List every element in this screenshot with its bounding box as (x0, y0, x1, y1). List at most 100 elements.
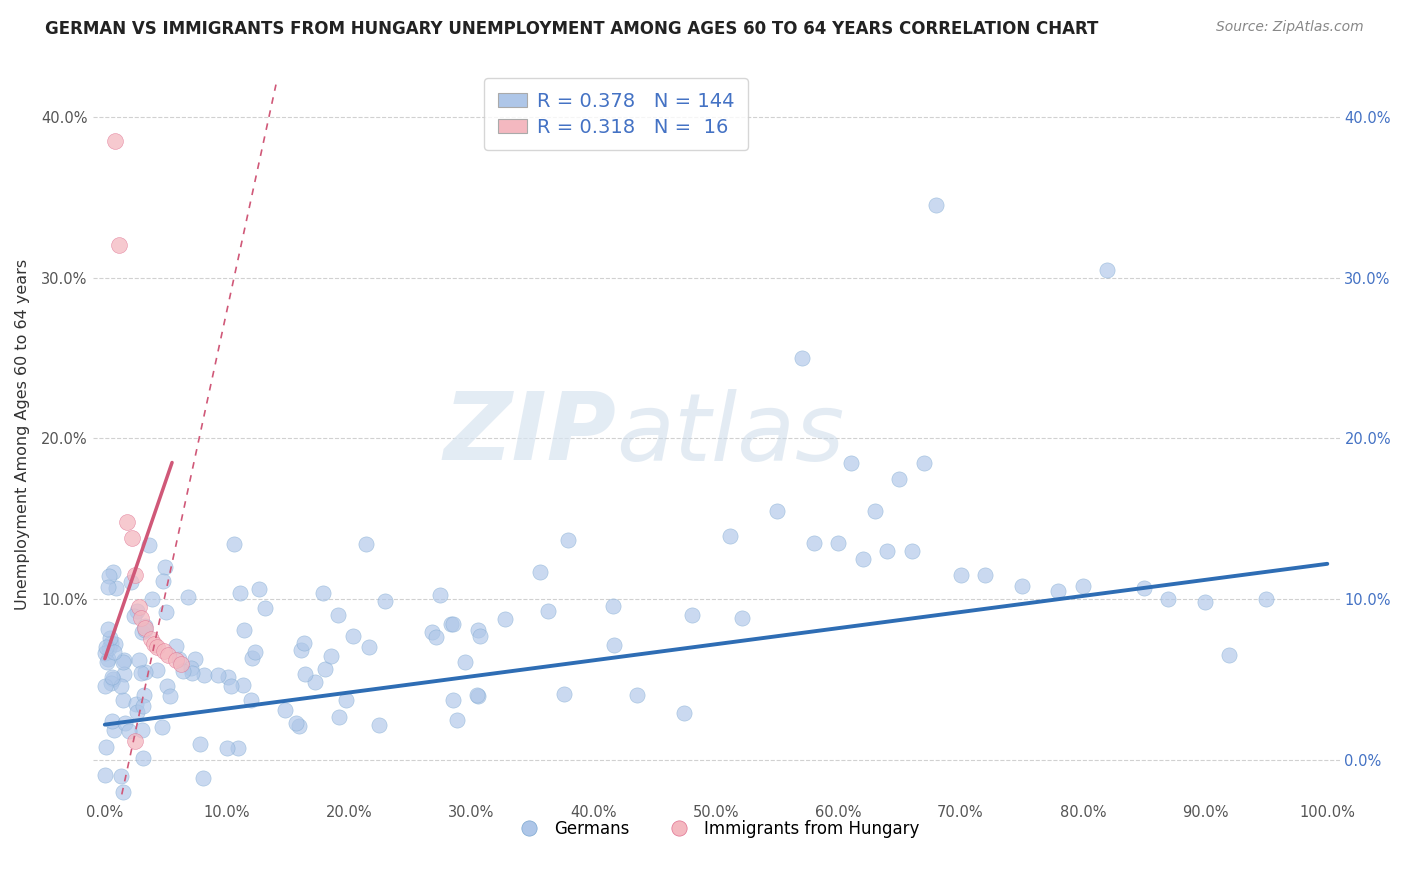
Point (103, 645, 125, 659)
Point (97, 640, 120, 655)
Point (125, 697, 148, 711)
Point (1157, 592, 1180, 607)
Point (232, 678, 254, 692)
Point (1011, 579, 1033, 593)
Point (529, 566, 551, 580)
Point (240, 693, 263, 707)
Point (124, 733, 146, 747)
Point (207, 668, 229, 682)
Point (889, 472, 911, 486)
Point (131, 611, 153, 625)
Point (288, 719, 311, 733)
Point (134, 688, 156, 702)
Point (134, 621, 156, 635)
Point (153, 560, 176, 574)
Point (274, 703, 297, 717)
Point (232, 623, 254, 637)
Point (124, 568, 146, 582)
Point (367, 718, 389, 732)
Point (440, 617, 463, 632)
Point (1071, 579, 1094, 593)
Point (294, 667, 316, 681)
Point (284, 716, 307, 731)
Point (101, 566, 124, 580)
Point (180, 661, 202, 675)
Point (114, 716, 136, 731)
Point (100, 636, 122, 650)
Point (134, 618, 156, 632)
Point (115, 515, 138, 529)
Point (110, 769, 132, 783)
Point (900, 544, 922, 558)
Point (134, 665, 156, 679)
Point (425, 631, 447, 645)
Point (247, 582, 270, 596)
Point (125, 705, 148, 719)
Point (912, 455, 935, 469)
Point (94, 739, 117, 754)
Point (152, 643, 174, 657)
Point (342, 629, 364, 643)
Point (949, 568, 972, 582)
Point (766, 504, 789, 518)
Point (292, 635, 315, 649)
Point (467, 623, 489, 637)
Point (290, 643, 312, 657)
Point (321, 648, 343, 663)
Point (127, 604, 149, 618)
Point (112, 667, 135, 681)
Point (245, 645, 267, 659)
Point (443, 693, 465, 707)
Point (146, 663, 169, 677)
Point (863, 504, 886, 518)
Point (97, 622, 120, 636)
Point (141, 632, 163, 647)
Point (131, 624, 153, 639)
Point (359, 640, 381, 655)
Point (839, 455, 862, 469)
Point (326, 608, 349, 623)
Point (827, 536, 849, 550)
Point (101, 670, 124, 684)
Point (94, 679, 117, 693)
Point (128, 600, 150, 615)
Point (103, 723, 125, 738)
Point (626, 689, 648, 703)
Point (94, 640, 117, 655)
Point (112, 653, 135, 667)
Point (111, 785, 134, 799)
Point (142, 637, 165, 651)
Point (188, 737, 211, 751)
Point (96, 655, 118, 669)
Point (131, 723, 153, 737)
Point (974, 568, 997, 582)
Point (453, 655, 475, 669)
Point (1047, 584, 1070, 599)
Point (602, 599, 624, 613)
Point (229, 585, 252, 599)
Point (240, 651, 263, 665)
Point (253, 601, 276, 615)
Point (557, 533, 579, 548)
Point (184, 652, 207, 666)
Point (97, 652, 120, 666)
Point (141, 591, 163, 606)
Point (159, 690, 181, 704)
Text: ZIP: ZIP (443, 388, 616, 481)
Text: Source: ZipAtlas.com: Source: ZipAtlas.com (1216, 20, 1364, 34)
Y-axis label: Unemployment Among Ages 60 to 64 years: Unemployment Among Ages 60 to 64 years (15, 259, 30, 610)
Point (120, 574, 142, 589)
Point (105, 581, 128, 595)
Point (152, 574, 174, 588)
Point (1256, 592, 1278, 607)
Point (94, 768, 117, 782)
Point (441, 616, 464, 631)
Point (132, 699, 155, 714)
Point (673, 706, 696, 720)
Point (101, 714, 124, 728)
Point (94, 646, 117, 660)
Point (112, 692, 135, 706)
Point (176, 590, 198, 604)
Point (219, 680, 242, 694)
Point (98, 569, 121, 583)
